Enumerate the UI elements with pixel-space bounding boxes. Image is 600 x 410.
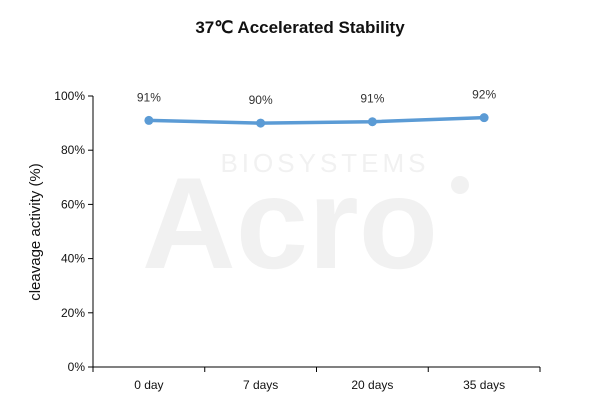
watermark-biosystems: BIOSYSTEMS — [220, 148, 429, 178]
series-line — [148, 115, 485, 125]
y-tick-label: 100% — [54, 89, 85, 103]
watermark-dot-icon — [451, 176, 469, 194]
x-tick-label: 35 days — [463, 378, 505, 392]
y-tick-label: 20% — [61, 306, 85, 320]
y-tick-label: 40% — [61, 252, 85, 266]
x-tick-label: 20 days — [351, 378, 393, 392]
y-tick-label: 0% — [68, 360, 86, 374]
ticks: 0% 20% 40% 60% 80% 100% 0 day 7 days 20 days 35 d… — [54, 89, 541, 392]
data-point — [256, 118, 266, 128]
watermark-logo: BIOSYSTEMS Acro — [142, 148, 469, 296]
data-point — [367, 117, 377, 127]
data-label: 91% — [360, 92, 384, 106]
data-point — [144, 115, 154, 125]
data-point — [479, 113, 489, 123]
data-label: 91% — [137, 90, 161, 104]
y-tick-label: 60% — [61, 197, 85, 211]
y-tick-label: 80% — [61, 143, 85, 157]
chart-title: 37℃ Accelerated Stability — [195, 18, 405, 37]
series — [144, 113, 489, 128]
data-labels: 91% 90% 91% 92% — [137, 88, 497, 107]
watermark-acro: Acro — [142, 150, 438, 296]
data-label: 90% — [249, 93, 273, 107]
x-tick-label: 7 days — [243, 378, 278, 392]
x-tick-label: 0 day — [134, 378, 163, 392]
data-label: 92% — [472, 88, 496, 102]
y-axis-label: cleavage activity (%) — [27, 163, 44, 301]
